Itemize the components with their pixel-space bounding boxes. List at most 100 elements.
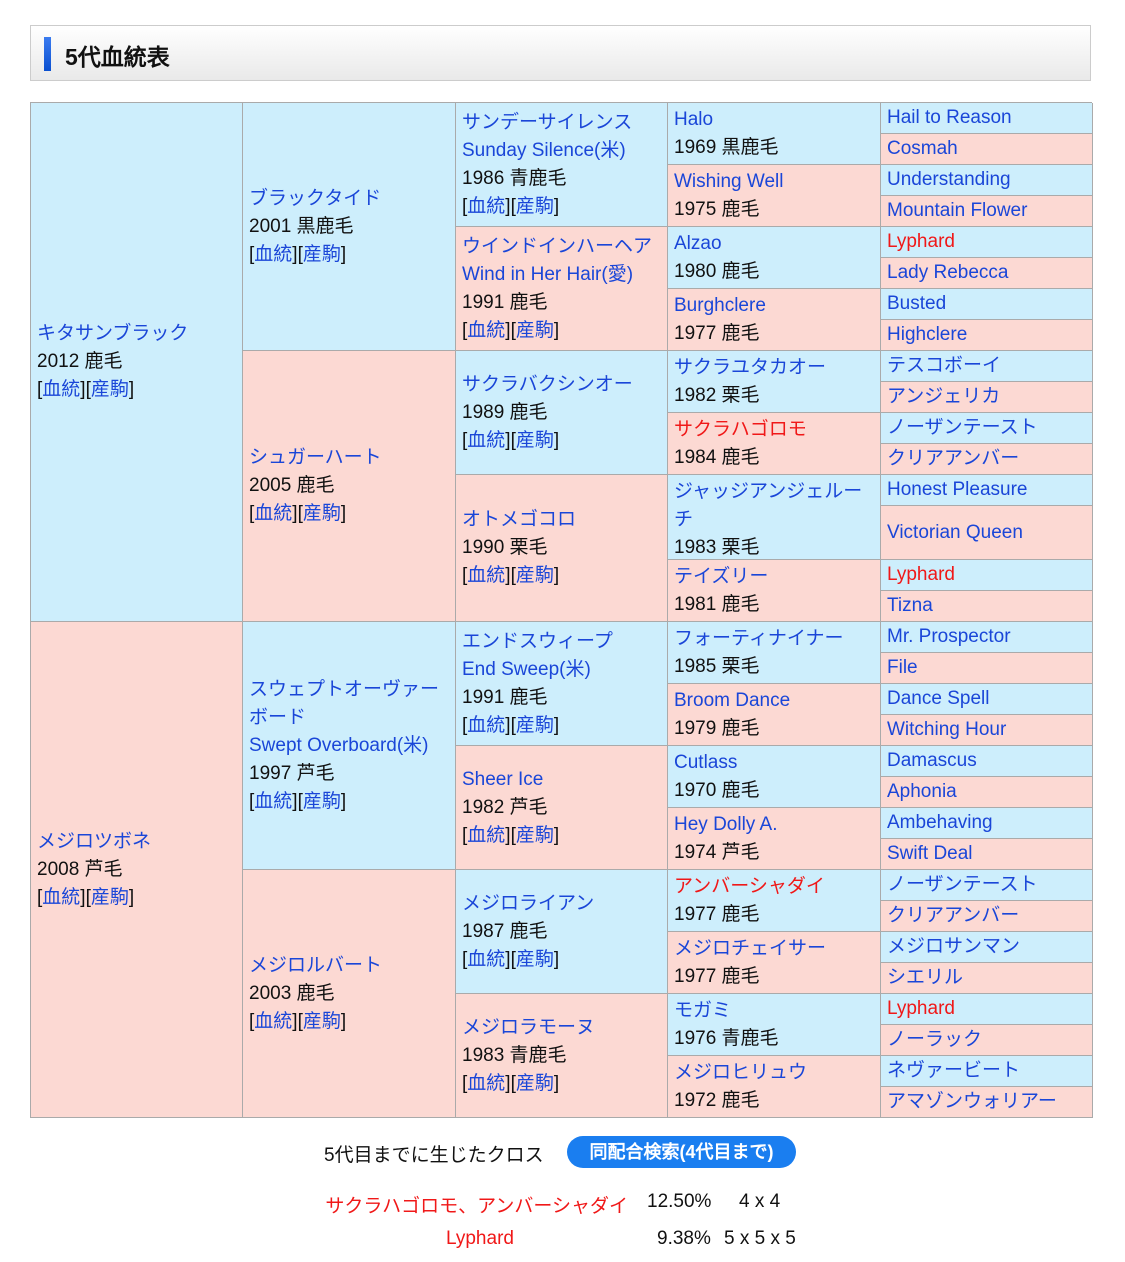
horse-name-link[interactable]: テスコボーイ xyxy=(887,355,1002,376)
horse-name-link[interactable]: Tizna xyxy=(887,595,933,616)
offspring-link[interactable]: 産駒 xyxy=(90,886,129,908)
horse-name-link[interactable]: モガミ xyxy=(674,1000,732,1021)
horse-name-link[interactable]: ジャッジアンジェルーチ xyxy=(674,481,863,530)
horse-name-link[interactable]: Cutlass xyxy=(674,752,738,773)
pedigree-cell-gen3: エンドスウィープ End Sweep(米) 1991 鹿毛 [血統][産駒] xyxy=(456,622,668,746)
horse-name-link[interactable]: Swift Deal xyxy=(887,843,973,864)
horse-name-link[interactable]: Ambehaving xyxy=(887,812,993,833)
pedigree-link[interactable]: 血統 xyxy=(467,1072,506,1094)
horse-name-link[interactable]: メジロチェイサー xyxy=(674,938,827,959)
offspring-link[interactable]: 産駒 xyxy=(515,824,554,846)
horse-english-name-link[interactable]: Wind in Her Hair(愛) xyxy=(462,263,634,285)
offspring-link[interactable]: 産駒 xyxy=(302,503,341,524)
offspring-link[interactable]: 産駒 xyxy=(515,1072,554,1094)
offspring-link[interactable]: 産駒 xyxy=(515,565,554,586)
horse-name-link[interactable]: Witching Hour xyxy=(887,719,1007,740)
horse-name-link[interactable]: アンバーシャダイ xyxy=(674,876,825,897)
horse-name-link[interactable]: Sheer Ice xyxy=(462,768,544,790)
horse-english-name-link[interactable]: Swept Overboard(米) xyxy=(249,734,429,756)
horse-name-link[interactable]: メジロルバート xyxy=(249,954,383,976)
horse-name-link[interactable]: アンジェリカ xyxy=(887,386,1001,407)
pedigree-link[interactable]: 血統 xyxy=(254,790,293,812)
horse-name-link[interactable]: Damascus xyxy=(887,750,977,771)
horse-name-link[interactable]: Hail to Reason xyxy=(887,107,1012,128)
pedigree-link[interactable]: 血統 xyxy=(254,503,293,524)
horse-name-link[interactable]: メジロツボネ xyxy=(37,830,152,852)
horse-name-link[interactable]: Dance Spell xyxy=(887,688,990,709)
horse-name-link[interactable]: Burghclere xyxy=(674,295,766,316)
horse-name-link[interactable]: Wishing Well xyxy=(674,171,784,192)
offspring-link[interactable]: 産駒 xyxy=(302,1010,341,1032)
horse-name-link[interactable]: メジロライアン xyxy=(462,892,595,914)
horse-name-link[interactable]: スウェプトオーヴァーボード xyxy=(249,678,440,728)
pedigree-link[interactable]: 血統 xyxy=(467,824,506,846)
horse-name-link[interactable]: Lyphard xyxy=(887,998,955,1019)
horse-name-link[interactable]: ノーラック xyxy=(887,1029,983,1050)
pedigree-link[interactable]: 血統 xyxy=(42,886,81,908)
horse-name-link[interactable]: Honest Pleasure xyxy=(887,479,1028,500)
horse-name-link[interactable]: サクラユタカオー xyxy=(674,357,827,378)
horse-name-link[interactable]: Mr. Prospector xyxy=(887,626,1011,647)
offspring-link[interactable]: 産駒 xyxy=(302,243,341,265)
horse-name-link[interactable]: ブラックタイド xyxy=(249,187,382,209)
horse-name-link[interactable]: Broom Dance xyxy=(674,690,791,711)
horse-name-link[interactable]: シエリル xyxy=(887,967,964,988)
horse-name-link[interactable]: サンデーサイレンス xyxy=(462,111,633,133)
horse-name-link[interactable]: Lyphard xyxy=(887,231,955,252)
pedigree-link[interactable]: 血統 xyxy=(467,195,506,217)
pedigree-link[interactable]: 血統 xyxy=(254,243,293,265)
same-mating-search-button[interactable]: 同配合検索(4代目まで) xyxy=(567,1136,796,1168)
cross-names[interactable]: サクラハゴロモ、アンバーシャダイ xyxy=(325,1196,628,1217)
offspring-link[interactable]: 産駒 xyxy=(302,790,341,812)
pedigree-link[interactable]: 血統 xyxy=(467,948,506,970)
offspring-link[interactable]: 産駒 xyxy=(515,948,554,970)
pedigree-link[interactable]: 血統 xyxy=(467,565,506,586)
horse-english-name-link[interactable]: End Sweep(米) xyxy=(462,658,591,680)
horse-name-link[interactable]: サクラバクシンオー xyxy=(462,373,633,395)
horse-name-link[interactable]: クリアアンバー xyxy=(887,448,1020,469)
horse-name-link[interactable]: Halo xyxy=(674,109,714,130)
offspring-link[interactable]: 産駒 xyxy=(515,195,554,217)
horse-name-link[interactable]: Aphonia xyxy=(887,781,957,802)
pedigree-link[interactable]: 血統 xyxy=(42,379,81,400)
horse-name-link[interactable]: テイズリー xyxy=(674,566,769,587)
horse-name-link[interactable]: Lady Rebecca xyxy=(887,262,1009,283)
horse-name-link[interactable]: ノーザンテースト xyxy=(887,874,1038,895)
horse-name-link[interactable]: Understanding xyxy=(887,169,1011,190)
horse-name-link[interactable]: オトメゴコロ xyxy=(462,509,577,530)
pedigree-link[interactable]: 血統 xyxy=(467,714,506,736)
horse-name-link[interactable]: シュガーハート xyxy=(249,447,382,468)
pedigree-link[interactable]: 血統 xyxy=(467,429,506,451)
horse-name-link[interactable]: ウインドインハーヘア xyxy=(462,235,653,257)
horse-english-name-link[interactable]: Sunday Silence(米) xyxy=(462,139,626,161)
horse-name-link[interactable]: Highclere xyxy=(887,324,968,345)
horse-name-link[interactable]: アマゾンウォリアー xyxy=(887,1091,1057,1112)
pedigree-link[interactable]: 血統 xyxy=(254,1010,293,1032)
horse-name-link[interactable]: メジロサンマン xyxy=(887,936,1021,957)
horse-name-link[interactable]: メジロヒリュウ xyxy=(674,1062,808,1083)
offspring-link[interactable]: 産駒 xyxy=(515,429,554,451)
horse-name-link[interactable]: フォーティナイナー xyxy=(674,628,844,649)
horse-name-link[interactable]: Victorian Queen xyxy=(887,521,1023,543)
horse-name-link[interactable]: Alzao xyxy=(674,233,722,254)
horse-name-link[interactable]: Cosmah xyxy=(887,138,958,159)
pedigree-cell-gen5: Ambehaving xyxy=(881,808,1093,839)
cross-names[interactable]: Lyphard xyxy=(446,1228,514,1249)
horse-name-link[interactable]: ノーザンテースト xyxy=(887,417,1038,438)
horse-name-link[interactable]: Lyphard xyxy=(887,564,955,585)
horse-name-link[interactable]: メジロラモーヌ xyxy=(462,1016,596,1038)
horse-name-link[interactable]: クリアアンバー xyxy=(887,905,1020,926)
horse-name-link[interactable]: Mountain Flower xyxy=(887,200,1028,221)
horse-name-link[interactable]: Hey Dolly A. xyxy=(674,814,778,835)
horse-name-link[interactable]: ネヴァービート xyxy=(887,1060,1021,1081)
offspring-link[interactable]: 産駒 xyxy=(515,714,554,736)
horse-name-link[interactable]: サクラハゴロモ xyxy=(674,419,807,440)
horse-name-link[interactable]: File xyxy=(887,657,918,678)
offspring-link[interactable]: 産駒 xyxy=(515,319,554,341)
horse-name-link[interactable]: キタサンブラック xyxy=(37,323,189,344)
birth-year-color: 1972 鹿毛 xyxy=(674,1090,760,1111)
horse-name-link[interactable]: Busted xyxy=(887,293,947,314)
pedigree-link[interactable]: 血統 xyxy=(467,319,506,341)
horse-name-link[interactable]: エンドスウィープ xyxy=(462,630,613,652)
offspring-link[interactable]: 産駒 xyxy=(90,379,129,400)
